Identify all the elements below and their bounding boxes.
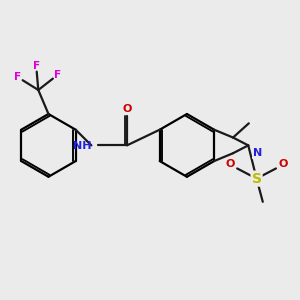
Text: S: S — [252, 172, 262, 186]
Text: NH: NH — [73, 141, 92, 151]
Text: O: O — [225, 159, 235, 169]
Text: N: N — [253, 148, 262, 158]
Text: O: O — [122, 104, 132, 114]
Text: O: O — [279, 159, 288, 169]
Text: F: F — [14, 72, 21, 82]
Text: F: F — [33, 61, 40, 70]
Text: F: F — [54, 70, 61, 80]
